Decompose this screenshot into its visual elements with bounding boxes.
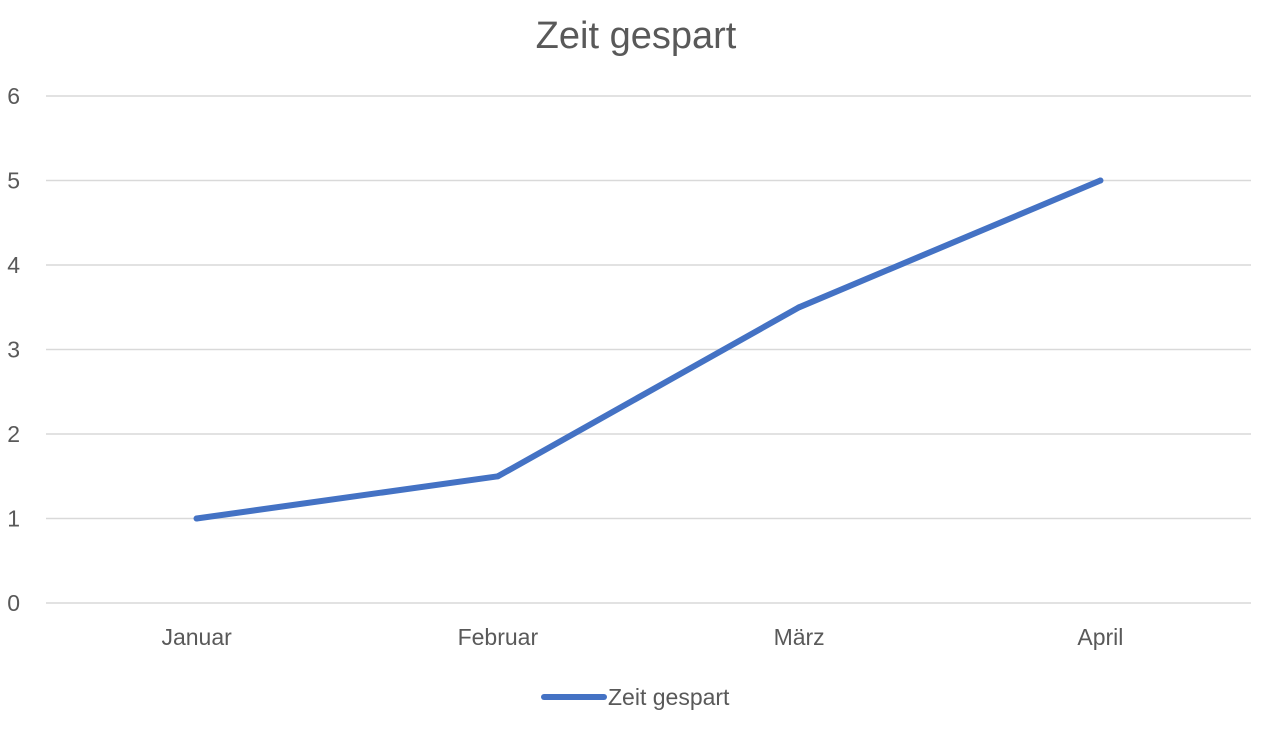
y-tick-label: 1 <box>7 506 20 532</box>
y-tick-label: 5 <box>7 168 20 194</box>
data-point <box>193 515 200 522</box>
grid <box>46 95 1251 604</box>
x-tick-label: Februar <box>458 624 539 650</box>
y-tick-label: 0 <box>7 590 20 616</box>
series-lines <box>193 177 1104 522</box>
y-tick-label: 2 <box>7 421 20 447</box>
series-line <box>193 177 1104 522</box>
y-axis-tick-labels: 0 1 2 3 4 5 6 <box>7 83 20 616</box>
data-point <box>1097 177 1104 184</box>
y-tick-label: 6 <box>7 83 20 109</box>
x-tick-label: April <box>1077 624 1123 650</box>
x-tick-label: März <box>774 624 825 650</box>
x-tick-label: Januar <box>161 624 232 650</box>
y-tick-label: 4 <box>7 252 20 278</box>
data-point <box>494 473 501 480</box>
data-point <box>796 304 803 311</box>
y-tick-label: 3 <box>7 337 20 363</box>
chart-title: Zeit gespart <box>536 15 737 57</box>
legend-label: Zeit gespart <box>608 684 730 710</box>
x-axis-tick-labels: Januar Februar März April <box>161 624 1123 650</box>
legend: Zeit gespart <box>541 684 730 710</box>
